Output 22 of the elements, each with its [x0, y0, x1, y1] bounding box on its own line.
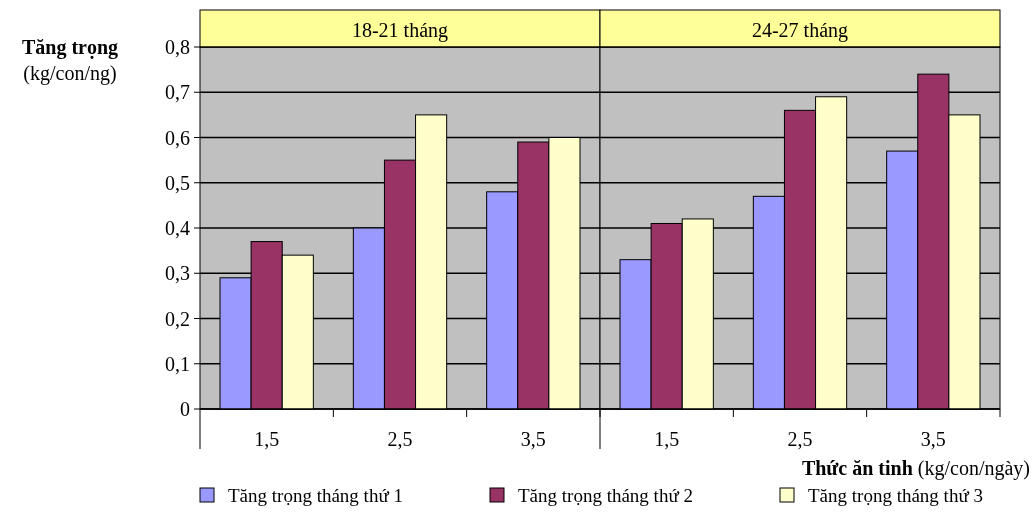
- x-tick-label: 2,5: [787, 428, 813, 450]
- y-tick-label: 0,4: [165, 217, 190, 239]
- y-tick-label: 0: [180, 398, 190, 420]
- x-axis-title: Thức ăn tinh (kg/con/ngày): [801, 457, 1030, 480]
- legend-label: Tăng trọng tháng thứ 2: [518, 485, 693, 506]
- y-tick-label: 0,6: [165, 126, 190, 149]
- legend-label: Tăng trọng tháng thứ 3: [808, 485, 983, 506]
- y-tick-label: 0,1: [165, 352, 190, 375]
- chart-title: 24-27 tháng: [751, 19, 849, 42]
- x-tick-label: 1,5: [654, 428, 680, 450]
- x-tick-label: 1,5: [254, 428, 280, 450]
- y-tick-label: 0,8: [165, 36, 190, 58]
- y-tick-label: 0,5: [165, 171, 190, 194]
- y-axis-title: Tăng trọng (kg/con/ng): [21, 36, 119, 85]
- y-tick-label: 0,7: [165, 81, 190, 104]
- y-tick-label: 0,3: [165, 262, 190, 285]
- x-tick-label: 3,5: [920, 428, 946, 450]
- x-tick-label: 2,5: [387, 428, 413, 450]
- x-tick-label: 3,5: [520, 428, 546, 450]
- y-tick-label: 0,2: [165, 307, 190, 330]
- chart-title: 18-21 tháng: [351, 19, 449, 42]
- legend-label: Tăng trọng tháng thứ 1: [228, 485, 403, 506]
